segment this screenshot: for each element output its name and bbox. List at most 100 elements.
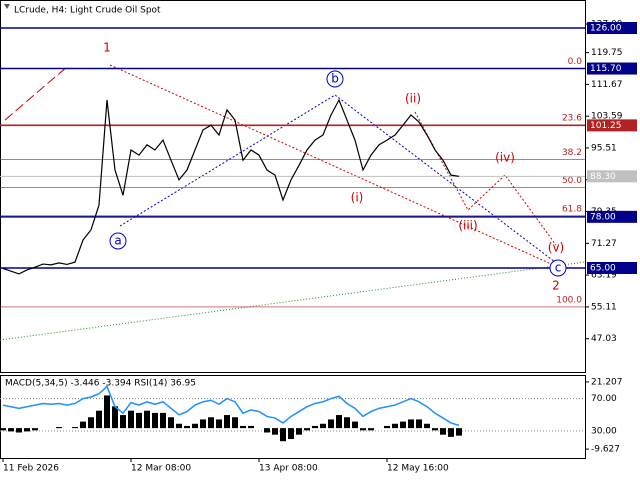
wave-label: (iv) — [495, 151, 515, 165]
level-box — [587, 210, 637, 223]
macd-bar — [200, 419, 206, 429]
macd-bar — [208, 417, 214, 429]
macd-bar — [192, 423, 198, 429]
macd-bar — [232, 417, 238, 429]
wave-label: b — [331, 72, 339, 86]
icon — [4, 4, 10, 9]
x-tick-label: 12 May 16:00 — [387, 464, 449, 474]
level-label: 65.00 — [590, 263, 616, 273]
macd-bar — [248, 425, 254, 429]
macd-bar — [168, 417, 174, 429]
y-tick-label: 95.51 — [591, 143, 617, 153]
macd-bar — [16, 428, 22, 433]
level-box — [587, 119, 637, 132]
macd-bar — [24, 428, 30, 432]
y-tick-label: 63.19 — [591, 271, 617, 281]
wave-label: (ii) — [405, 92, 421, 106]
rsi-line — [2, 385, 460, 427]
macd-bar — [304, 428, 310, 431]
wave-line — [414, 111, 557, 246]
wave-label: 1 — [103, 41, 111, 55]
macd-bar — [288, 428, 294, 440]
wave-circle — [326, 70, 344, 88]
level-box — [587, 170, 637, 183]
fib-label: 0.0 — [568, 57, 583, 67]
y-tick-label: 111.67 — [591, 80, 623, 90]
macd-bar — [360, 428, 366, 431]
wave-label: (iii) — [458, 219, 477, 233]
main-frame — [0, 0, 586, 373]
macd-bar — [432, 428, 438, 431]
macd-bar — [328, 419, 334, 429]
wave-label: (i) — [351, 191, 364, 205]
macd-bar — [424, 423, 430, 429]
macd-bar — [120, 415, 126, 429]
macd-bar — [96, 410, 102, 429]
macd-bar — [392, 423, 398, 429]
y-tick-label: 30.00 — [591, 427, 617, 437]
wave-label: 2 — [552, 279, 560, 293]
macd-bar — [440, 428, 446, 435]
y-tick-label: 71.27 — [591, 239, 617, 249]
macd-bar — [72, 427, 78, 429]
x-tick-label: 13 Apr 08:00 — [259, 464, 318, 474]
macd-bar — [88, 417, 94, 429]
y-tick-label: 47.03 — [591, 334, 617, 344]
macd-bar — [408, 419, 414, 429]
macd-bar — [56, 427, 62, 429]
wave-circle — [549, 259, 567, 277]
macd-bar — [224, 415, 230, 429]
macd-bar — [296, 428, 302, 435]
x-tick-label: 11 Feb 2026 — [3, 464, 59, 474]
macd-bar — [352, 421, 358, 429]
macd-bar — [216, 419, 222, 429]
y-tick-label: -9.627 — [591, 445, 620, 455]
level-label: 126.00 — [590, 24, 622, 34]
wave-circle — [109, 232, 127, 250]
macd-bar — [344, 417, 350, 429]
indicator-title: MACD(5,34,5) -3.446 -3.394 RSI(14) 36.95 — [5, 379, 196, 389]
macd-bar — [176, 423, 182, 429]
level-label: 88.30 — [590, 172, 616, 182]
fib-label: 61.8 — [562, 204, 582, 214]
macd-bar — [384, 425, 390, 429]
price-line — [2, 98, 460, 275]
macd-bar — [160, 412, 166, 429]
level-label: 101.25 — [590, 121, 622, 131]
y-tick-label: 70.00 — [591, 394, 617, 404]
y-tick-label: 55.11 — [591, 302, 617, 312]
y-tick-label: 103.59 — [591, 112, 623, 122]
macd-bar — [320, 423, 326, 429]
y-tick-label: 21.207 — [591, 377, 623, 387]
level-box — [587, 261, 637, 274]
macd-bar — [456, 428, 462, 436]
macd-bar — [8, 428, 14, 432]
macd-bar — [368, 428, 374, 431]
macd-bar — [416, 419, 422, 429]
macd-bar — [312, 425, 318, 429]
macd-bar — [136, 412, 142, 429]
macd-bar — [280, 428, 286, 442]
fib-label: 100.0 — [556, 295, 582, 305]
level-box — [587, 62, 637, 75]
chart-title: LCrude, H4: Light Crude Oil Spot — [14, 6, 161, 16]
level-label: 115.70 — [590, 64, 622, 74]
wave-label: c — [555, 261, 562, 275]
macd-bar — [272, 428, 278, 435]
fib-label: 38.2 — [562, 148, 582, 158]
level-box — [587, 22, 637, 35]
macd-bar — [336, 415, 342, 429]
macd-bar — [80, 421, 86, 429]
macd-bar — [104, 395, 110, 429]
macd-bar — [112, 406, 118, 429]
wave-label: (v) — [548, 241, 564, 255]
macd-bar — [184, 425, 190, 429]
y-tick-label: 119.75 — [591, 48, 623, 58]
x-tick-label: 12 Mar 08:00 — [131, 464, 191, 474]
macd-bar — [400, 421, 406, 429]
fib-label: 50.0 — [562, 176, 582, 186]
macd-bar — [152, 412, 158, 429]
